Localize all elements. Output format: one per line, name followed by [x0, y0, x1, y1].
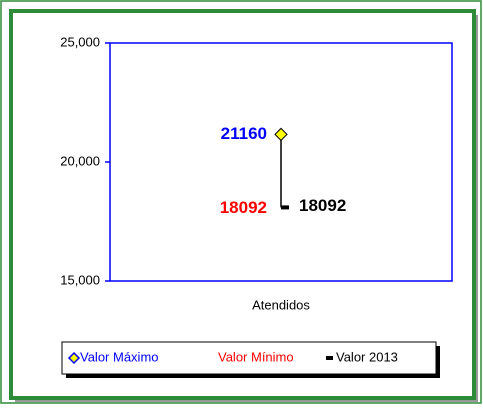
y-tick-label: 25,000 [60, 34, 100, 49]
legend-label: Valor Máximo [80, 349, 159, 364]
legend-label: Valor 2013 [336, 349, 398, 364]
legend-label: Valor Mínimo [218, 349, 294, 364]
y-tick-label: 15,000 [60, 272, 100, 287]
y-tick-label: 20,000 [60, 153, 100, 168]
legend-box [61, 341, 437, 375]
close-marker [281, 205, 289, 210]
data-label: 21160 [221, 124, 267, 143]
x-tick-label: Atendidos [252, 297, 310, 312]
max-marker [274, 127, 288, 142]
data-label: 18092 [220, 198, 267, 217]
legend-marker [67, 351, 81, 365]
legend-marker [326, 356, 333, 360]
data-label: 18092 [299, 196, 346, 215]
